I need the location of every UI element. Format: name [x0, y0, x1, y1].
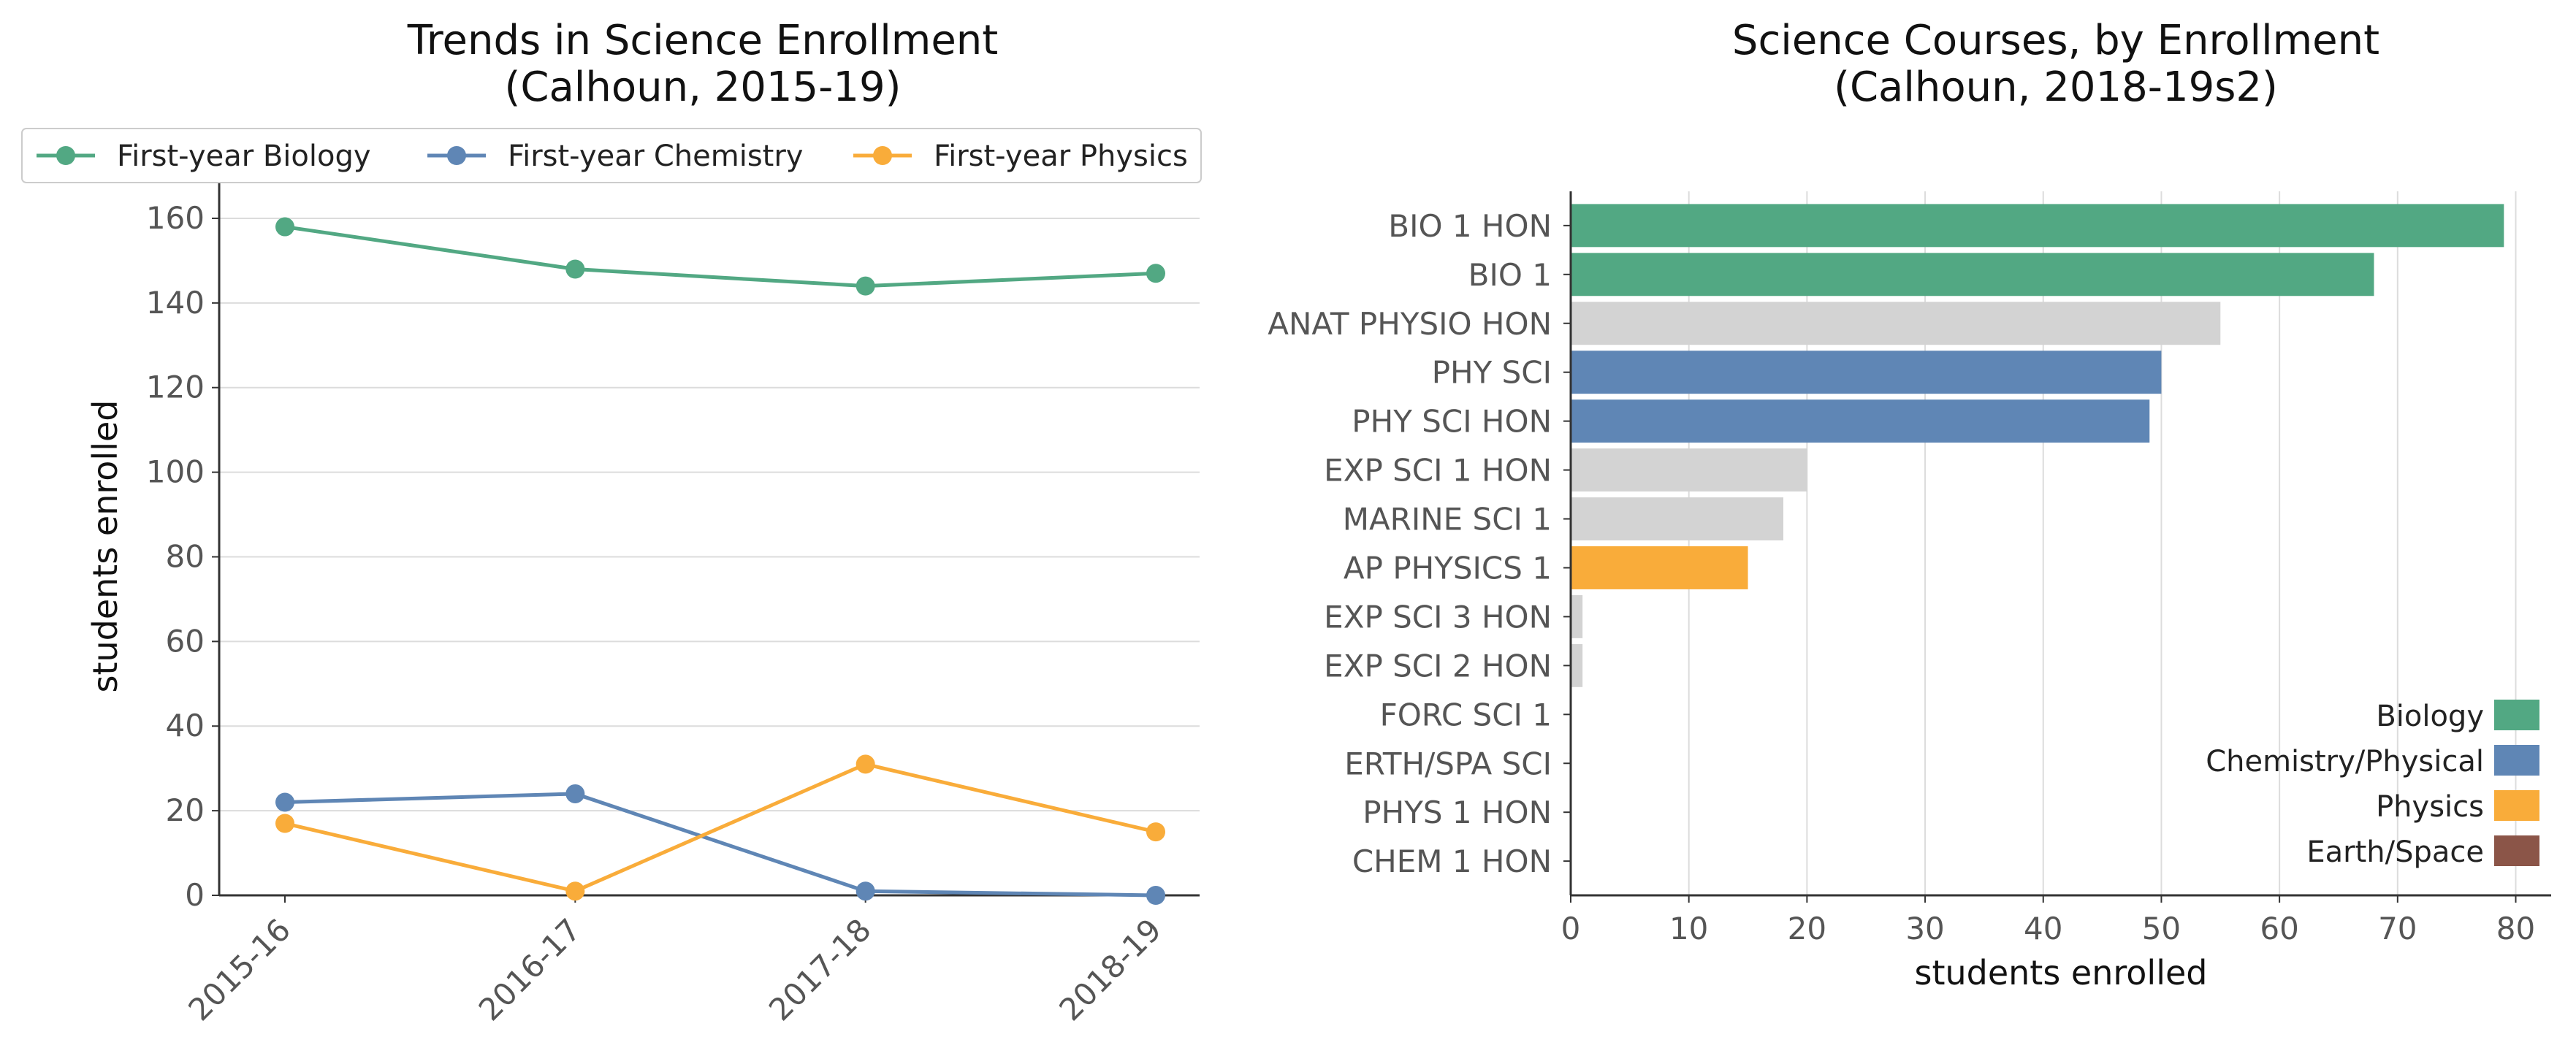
x-tick-label: 2018-19: [1052, 911, 1168, 1028]
chart-title-line-0: Science Courses, by Enrollment: [1732, 17, 2379, 64]
y-tick-label: 60: [166, 623, 205, 659]
legend-swatch-0: [2494, 700, 2539, 730]
y-tick-label: 20: [166, 792, 205, 828]
category-label: PHY SCI HON: [1352, 404, 1552, 440]
bar: [1571, 253, 2374, 296]
bar: [1571, 204, 2504, 248]
bar: [1571, 546, 1748, 589]
bar: [1571, 643, 1583, 687]
category-label: ERTH/SPA SCI: [1344, 746, 1552, 781]
category-label: ANAT PHYSIO HON: [1268, 306, 1552, 342]
data-point: [856, 881, 875, 901]
legend-swatch-2: [2494, 790, 2539, 821]
category-label: BIO 1 HON: [1388, 208, 1552, 244]
x-tick-label: 50: [2142, 911, 2181, 946]
legend-label: Physics: [2376, 790, 2484, 824]
category-label: PHYS 1 HON: [1363, 795, 1552, 830]
data-point: [1146, 822, 1165, 842]
series-line-0: [284, 225, 1156, 288]
line-chart: Trends in Science Enrollment(Calhoun, 20…: [21, 17, 1202, 1028]
data-point: [565, 259, 585, 279]
y-tick-label: 100: [146, 454, 205, 490]
y-tick-label: 140: [146, 285, 205, 321]
x-tick-label: 80: [2496, 911, 2535, 946]
legend-marker-2: [873, 146, 892, 165]
category-label: CHEM 1 HON: [1352, 843, 1552, 879]
data-point: [1146, 264, 1165, 283]
category-label: MARINE SCI 1: [1343, 502, 1552, 537]
legend-marker-0: [56, 146, 75, 165]
data-point: [275, 792, 294, 812]
category-label: PHY SCI: [1432, 355, 1552, 391]
x-tick-label: 30: [1905, 911, 1944, 946]
series-line-2: [284, 762, 1156, 893]
bar: [1571, 302, 2221, 345]
chart-title-line-1: (Calhoun, 2018-19s2): [1834, 64, 2278, 111]
chart-title-line-1: (Calhoun, 2015-19): [505, 64, 902, 111]
legend-box: [21, 128, 1202, 183]
data-point: [1146, 886, 1165, 905]
x-tick-label: 60: [2260, 911, 2298, 946]
y-tick-label: 80: [166, 538, 205, 574]
bar-chart: Science Courses, by Enrollment(Calhoun, …: [1268, 17, 2551, 992]
x-tick-label: 2016-17: [472, 911, 588, 1028]
y-tick-label: 120: [146, 370, 205, 405]
series-line-1: [284, 792, 1156, 898]
x-tick-label: 40: [2024, 911, 2062, 946]
x-tick-label: 70: [2378, 911, 2417, 946]
x-tick-label: 2015-16: [181, 911, 297, 1028]
data-point: [275, 814, 294, 833]
bar: [1571, 497, 1784, 540]
x-tick-label: 10: [1669, 911, 1708, 946]
category-label: EXP SCI 2 HON: [1324, 648, 1552, 684]
bar: [1571, 399, 2150, 443]
category-label: BIO 1: [1468, 257, 1552, 293]
y-tick-label: 160: [146, 200, 205, 236]
data-point: [275, 217, 294, 237]
legend-swatch-1: [2494, 745, 2539, 776]
category-label: AP PHYSICS 1: [1344, 550, 1552, 586]
y-tick-label: 0: [185, 877, 205, 913]
bar: [1571, 351, 2162, 394]
chart-title-line-0: Trends in Science Enrollment: [407, 17, 998, 64]
legend-label: First-year Physics: [934, 139, 1188, 173]
data-point: [856, 276, 875, 296]
legend-label: First-year Biology: [117, 139, 371, 173]
category-label: EXP SCI 3 HON: [1324, 599, 1552, 635]
legend-label: Earth/Space: [2306, 835, 2484, 869]
x-axis-label: students enrolled: [1915, 953, 2208, 992]
x-tick-label: 0: [1561, 911, 1581, 946]
legend-label: Chemistry/Physical: [2206, 745, 2484, 778]
legend-label: Biology: [2376, 700, 2484, 733]
x-tick-label: 2017-18: [762, 911, 878, 1028]
bar: [1571, 448, 1807, 492]
data-point: [856, 754, 875, 774]
y-tick-label: 40: [166, 708, 205, 743]
category-label: EXP SCI 1 HON: [1324, 453, 1552, 489]
legend-label: First-year Chemistry: [508, 139, 803, 173]
legend-marker-1: [447, 146, 466, 165]
y-axis-label: students enrolled: [85, 400, 125, 693]
bar: [1571, 594, 1583, 638]
x-tick-label: 20: [1788, 911, 1826, 946]
data-point: [565, 784, 585, 803]
legend-swatch-3: [2494, 835, 2539, 866]
category-label: FORC SCI 1: [1380, 697, 1552, 732]
data-point: [565, 881, 585, 901]
